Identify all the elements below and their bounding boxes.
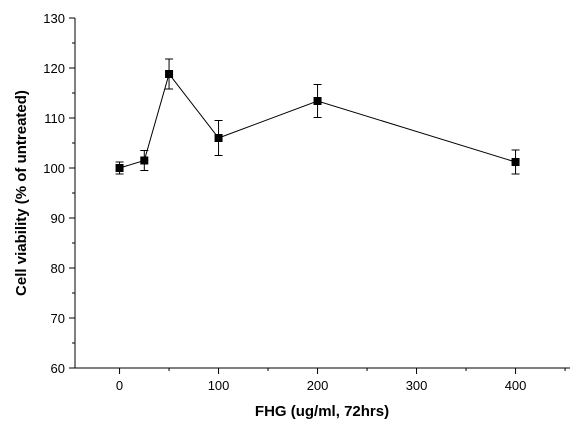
x-tick-label: 100 (208, 378, 230, 393)
plot-area (115, 58, 520, 175)
y-ticks: 60 70 80 90 100 110 120 130 (43, 11, 75, 376)
x-tick-label: 400 (505, 378, 527, 393)
y-tick-label: 90 (51, 211, 65, 226)
y-tick-label: 100 (43, 161, 65, 176)
y-tick-label: 80 (51, 261, 65, 276)
y-axis-title: Cell viability (% of untreated) (13, 90, 30, 296)
y-tick-label: 120 (43, 61, 65, 76)
data-point (313, 97, 322, 105)
data-point (214, 134, 223, 142)
series-line (119, 72, 516, 169)
data-point (115, 164, 124, 172)
data-point (140, 156, 149, 165)
y-tick-label: 130 (43, 11, 65, 26)
y-tick-label: 60 (51, 361, 65, 376)
data-point (165, 70, 174, 78)
y-tick-label: 110 (44, 111, 65, 126)
x-tick-label: 300 (406, 378, 428, 393)
axes (74, 18, 570, 369)
x-ticks: 0 100 200 300 400 (116, 368, 566, 393)
x-axis-title: FHG (ug/ml, 72hrs) (255, 403, 389, 420)
x-tick-label: 0 (116, 378, 123, 393)
data-point (511, 158, 520, 166)
x-tick-label: 200 (307, 378, 329, 393)
y-tick-label: 70 (51, 311, 65, 326)
